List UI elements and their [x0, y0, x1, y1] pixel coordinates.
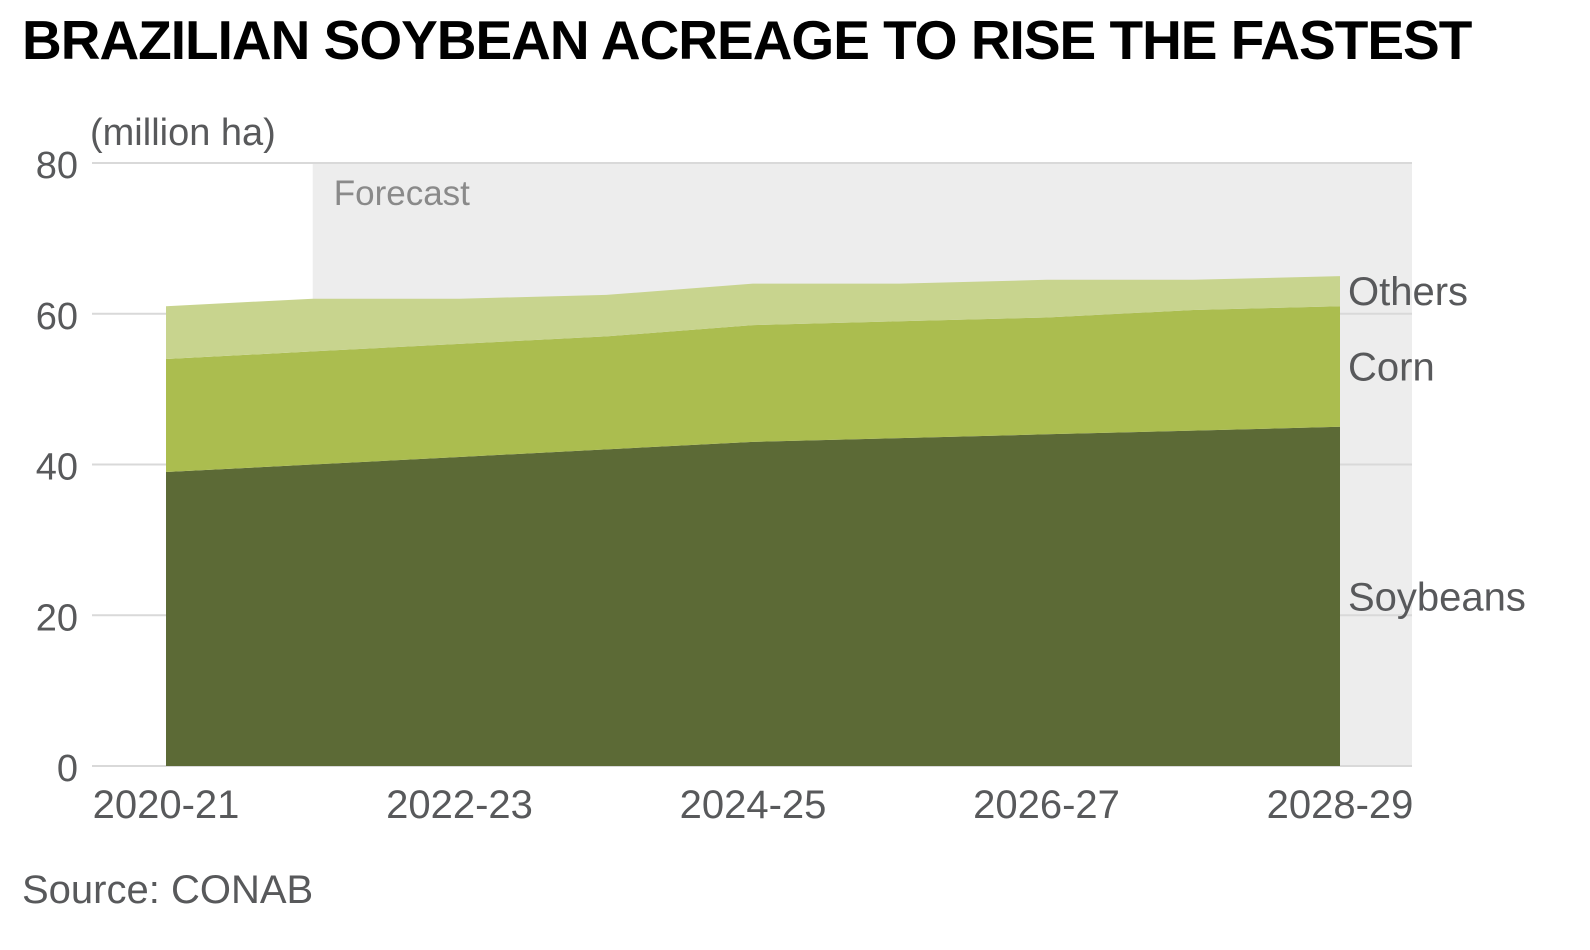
series-label-soybeans: Soybeans [1348, 575, 1526, 619]
x-tick-label: 2022-23 [386, 783, 533, 827]
chart-title: BRAZILIAN SOYBEAN ACREAGE TO RISE THE FA… [22, 9, 1472, 71]
x-tick-label: 2026-27 [973, 783, 1120, 827]
y-tick-label: 40 [36, 447, 78, 489]
x-tick-label: 2020-21 [93, 783, 240, 827]
series-label-corn: Corn [1348, 346, 1435, 390]
y-tick-label: 80 [36, 145, 78, 187]
area-series-corn [166, 306, 1340, 472]
x-tick-label: 2024-25 [680, 783, 827, 827]
area-series-others [166, 276, 1340, 359]
y-axis-label: (million ha) [90, 112, 276, 154]
area-chart: Forecast 0 20 40 60 80 (million ha) Soybeans C… [36, 112, 1526, 827]
area-series-soybeans [166, 426, 1340, 766]
x-tick-label: 2028-29 [1267, 783, 1414, 827]
y-tick-label: 20 [36, 597, 78, 639]
series-label-others: Others [1348, 270, 1468, 314]
source-note: Source: CONAB [22, 868, 314, 912]
forecast-label: Forecast [334, 174, 470, 213]
y-tick-label: 60 [36, 296, 78, 338]
y-tick-label: 0 [57, 748, 78, 790]
